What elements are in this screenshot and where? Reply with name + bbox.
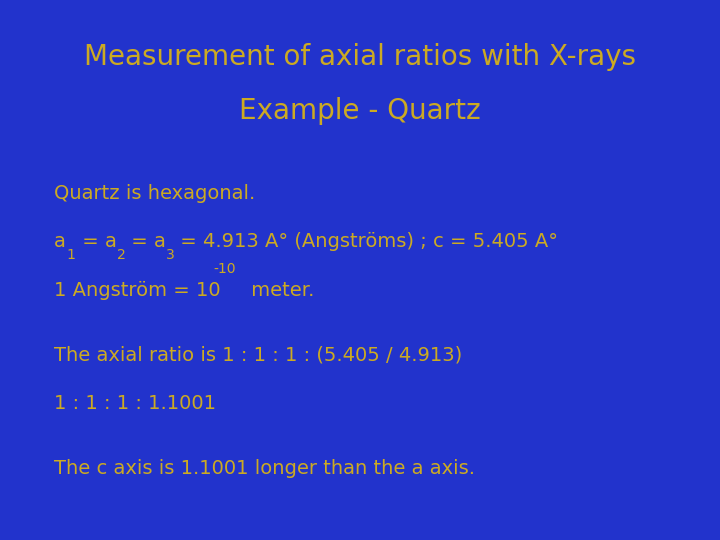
Text: a: a <box>54 232 66 251</box>
Text: -10: -10 <box>214 262 236 276</box>
Text: 1 Angström = 10: 1 Angström = 10 <box>54 281 220 300</box>
Text: The axial ratio is 1 : 1 : 1 : (5.405 / 4.913): The axial ratio is 1 : 1 : 1 : (5.405 / … <box>54 346 462 365</box>
Text: = 4.913 A° (Angströms) ; c = 5.405 A°: = 4.913 A° (Angströms) ; c = 5.405 A° <box>174 232 557 251</box>
Text: Example - Quartz: Example - Quartz <box>239 97 481 125</box>
Text: meter.: meter. <box>245 281 314 300</box>
Text: = a: = a <box>76 232 117 251</box>
Text: Quartz is hexagonal.: Quartz is hexagonal. <box>54 184 256 202</box>
Text: 1: 1 <box>66 248 75 262</box>
Text: The c axis is 1.1001 longer than the a axis.: The c axis is 1.1001 longer than the a a… <box>54 459 475 478</box>
Text: Measurement of axial ratios with X-rays: Measurement of axial ratios with X-rays <box>84 43 636 71</box>
Text: 1 : 1 : 1 : 1.1001: 1 : 1 : 1 : 1.1001 <box>54 394 216 413</box>
Text: 3: 3 <box>166 248 175 262</box>
Text: = a: = a <box>125 232 166 251</box>
Text: 2: 2 <box>117 248 126 262</box>
